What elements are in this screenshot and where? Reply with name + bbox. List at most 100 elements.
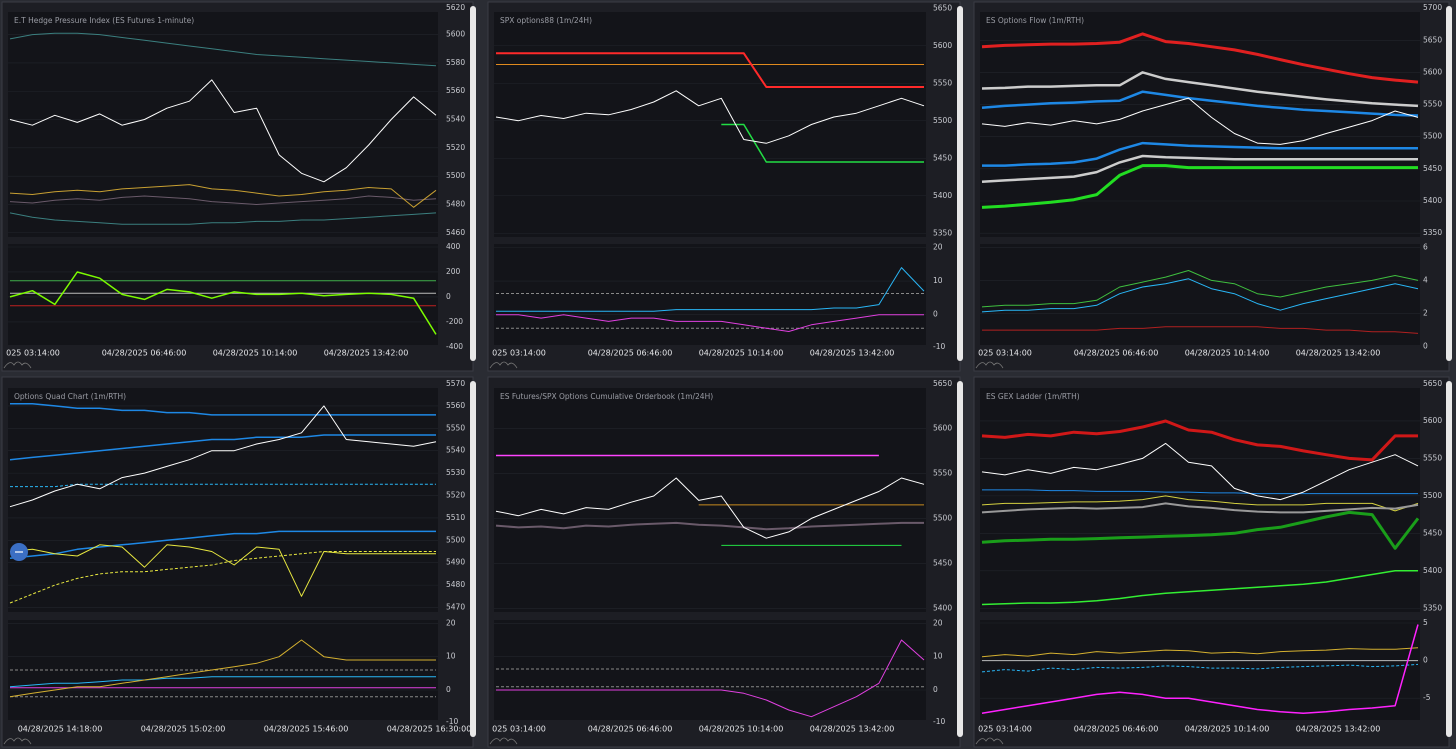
x-tick-label: 04/28/2025 06:46:00 xyxy=(588,725,673,734)
logo xyxy=(489,737,518,745)
chart-title: SPX options88 (1m/24H) xyxy=(500,16,592,25)
logo xyxy=(975,737,1004,745)
y-tick-label: -200 xyxy=(446,317,463,326)
y-tick-label: 5650 xyxy=(933,379,952,388)
x-tick-label: 025 03:14:00 xyxy=(492,725,546,734)
scrollbar[interactable] xyxy=(470,6,476,361)
y-tick-label: -10 xyxy=(933,342,945,351)
series-line xyxy=(981,32,1419,84)
x-tick-label: 04/28/2025 13:42:00 xyxy=(324,349,409,358)
x-tick-label: 04/28/2025 10:14:00 xyxy=(213,349,298,358)
y-tick-label: 20 xyxy=(446,618,456,627)
y-tick-label: 6 xyxy=(1423,242,1428,251)
scrollbar[interactable] xyxy=(957,381,963,737)
y-tick-label: 5600 xyxy=(933,41,952,50)
y-tick-label: 5470 xyxy=(446,603,465,612)
y-tick-label: -400 xyxy=(446,342,463,351)
x-tick-label: 04/28/2025 06:46:00 xyxy=(588,349,673,358)
series-line xyxy=(495,90,925,144)
y-tick-label: 5550 xyxy=(933,468,952,477)
chart-title: ES Options Flow (1m/RTH) xyxy=(986,16,1084,25)
x-tick-label: 04/28/2025 13:42:00 xyxy=(810,725,895,734)
series-line xyxy=(9,212,437,225)
y-tick-label: -10 xyxy=(446,717,458,726)
y-tick-label: 2 xyxy=(1423,309,1428,318)
y-tick-label: 10 xyxy=(446,652,456,661)
scrollbar[interactable] xyxy=(1446,6,1452,361)
y-tick-label: 5600 xyxy=(933,423,952,432)
y-tick-label: 5560 xyxy=(446,86,465,95)
plot-area xyxy=(494,620,926,720)
y-tick-label: 5580 xyxy=(446,58,465,67)
x-tick-label: 025 03:14:00 xyxy=(978,725,1032,734)
series-line xyxy=(496,639,925,718)
series-line xyxy=(981,495,1419,512)
y-tick-label: 5550 xyxy=(1423,453,1442,462)
series-line xyxy=(9,551,436,604)
series-line xyxy=(981,97,1419,145)
y-tick-label: -5 xyxy=(1423,693,1431,702)
y-tick-label: 5550 xyxy=(446,423,465,432)
x-tick-label: 04/28/2025 06:46:00 xyxy=(1074,349,1159,358)
y-tick-label: 5550 xyxy=(933,78,952,87)
y-tick-label: 5400 xyxy=(1423,196,1442,205)
y-tick-label: 5570 xyxy=(446,379,465,388)
series-line xyxy=(981,510,1420,550)
series-line xyxy=(981,270,1419,308)
scrollbar[interactable] xyxy=(957,6,963,361)
series-line xyxy=(9,195,437,205)
y-tick-label: 0 xyxy=(446,292,451,301)
series-line xyxy=(9,271,437,335)
y-tick-label: 5600 xyxy=(1423,67,1442,76)
series-line xyxy=(981,90,1419,117)
y-tick-label: 20 xyxy=(933,242,943,251)
series-line xyxy=(9,79,437,183)
series-line xyxy=(982,141,1418,167)
series-line xyxy=(9,32,437,67)
y-tick-label: 5520 xyxy=(446,491,465,500)
y-tick-label: 5650 xyxy=(933,3,952,12)
y-tick-label: 5460 xyxy=(446,228,465,237)
y-tick-label: 5560 xyxy=(446,401,465,410)
logo xyxy=(975,361,1004,369)
plot-area xyxy=(8,12,438,237)
y-tick-label: 5550 xyxy=(1423,100,1442,109)
x-tick-label: 025 03:14:00 xyxy=(492,349,546,358)
series-line xyxy=(981,570,1418,606)
y-tick-label: 5450 xyxy=(1423,528,1442,537)
y-tick-label: 5510 xyxy=(446,513,465,522)
y-tick-label: 5 xyxy=(1423,618,1428,627)
series-line xyxy=(496,314,924,332)
y-tick-label: 5650 xyxy=(1423,35,1442,44)
y-tick-label: 200 xyxy=(446,267,461,276)
x-tick-label: 04/28/2025 13:42:00 xyxy=(1296,725,1381,734)
y-tick-label: 4 xyxy=(1423,275,1428,284)
scrollbar[interactable] xyxy=(470,381,476,737)
scrollbar[interactable] xyxy=(1446,381,1452,737)
y-tick-label: -10 xyxy=(933,717,945,726)
chart-title: Options Quad Chart (1m/RTH) xyxy=(14,392,126,401)
x-tick-label: 025 03:14:00 xyxy=(978,349,1032,358)
chart-title: E.T Hedge Pressure Index (ES Futures 1-m… xyxy=(14,16,194,25)
x-tick-label: 04/28/2025 14:18:00 xyxy=(18,725,103,734)
y-tick-label: 5400 xyxy=(1423,566,1442,575)
y-tick-label: 20 xyxy=(933,618,943,627)
x-tick-label: 04/28/2025 10:14:00 xyxy=(699,725,784,734)
x-tick-label: 04/28/2025 13:42:00 xyxy=(810,349,895,358)
y-tick-label: 5450 xyxy=(933,153,952,162)
plot-area xyxy=(980,620,1420,720)
y-tick-label: 5530 xyxy=(446,468,465,477)
x-tick-label: 04/28/2025 10:14:00 xyxy=(699,349,784,358)
y-tick-label: 5500 xyxy=(933,513,952,522)
series-line xyxy=(981,419,1418,462)
series-line xyxy=(9,530,436,559)
y-tick-label: 5400 xyxy=(933,191,952,200)
y-tick-label: 0 xyxy=(933,685,938,694)
series-line xyxy=(981,71,1419,108)
y-tick-label: 5500 xyxy=(446,535,465,544)
y-tick-label: 5500 xyxy=(1423,132,1442,141)
plot-area xyxy=(494,244,926,345)
series-line xyxy=(981,442,1419,501)
y-tick-label: 5350 xyxy=(933,228,952,237)
series-line xyxy=(981,164,1418,209)
